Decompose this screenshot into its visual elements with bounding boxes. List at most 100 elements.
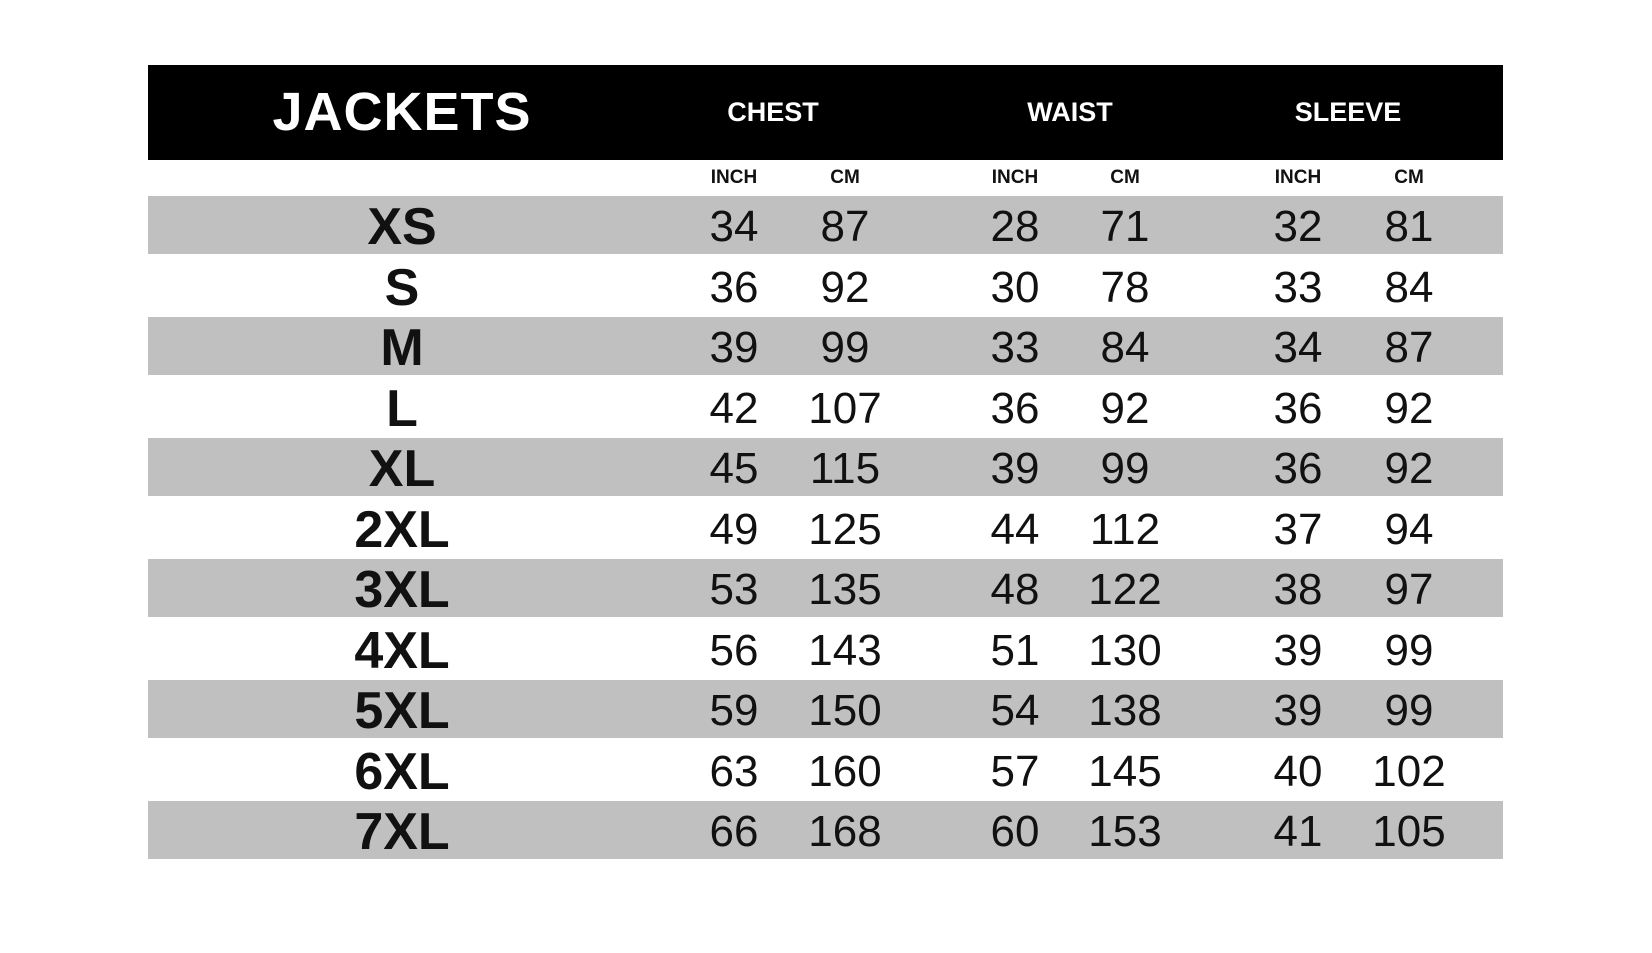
measurement-cell: 49 [709, 504, 759, 554]
measurement-cell: 39 [709, 323, 759, 372]
size-label: 3XL [354, 561, 450, 619]
group-header-waist: WAIST [1027, 97, 1113, 127]
measurement-cell: 36 [709, 262, 759, 312]
table-row: 2XL 49 125 44 112 37 94 [148, 499, 1503, 560]
size-label: 4XL [354, 621, 450, 680]
size-label: S [384, 258, 420, 317]
measurement-cell: 112 [1089, 504, 1161, 554]
measurement-cell: 59 [709, 686, 759, 735]
measurement-cell: 32 [1273, 202, 1323, 251]
size-label: 5XL [354, 682, 450, 740]
measurement-cell: 36 [1273, 383, 1323, 433]
measurement-cell: 94 [1384, 504, 1434, 554]
measurement-cell: 28 [990, 202, 1040, 251]
measurement-cell: 130 [1088, 625, 1162, 675]
measurement-cell: 92 [820, 262, 870, 312]
table-body: XS 34 87 28 71 32 81 S 36 92 30 78 33 84 M 39 99 33 84 34 87… [148, 196, 1503, 861]
measurement-cell: 99 [1384, 686, 1434, 735]
measurement-cell: 97 [1384, 565, 1434, 614]
measurement-cell: 60 [990, 807, 1040, 856]
measurement-cell: 138 [1088, 686, 1162, 735]
measurement-cell: 40 [1273, 746, 1323, 796]
size-label: M [380, 319, 424, 377]
measurement-cell: 87 [1384, 323, 1434, 372]
measurement-cell: 54 [990, 686, 1040, 735]
measurement-cell: 122 [1088, 565, 1162, 614]
measurement-cell: 33 [1273, 262, 1323, 312]
measurement-cell: 87 [820, 202, 870, 251]
measurement-cell: 78 [1100, 262, 1150, 312]
measurement-cell: 34 [709, 202, 759, 251]
measurement-cell: 39 [1273, 686, 1323, 735]
table-row: 4XL 56 143 51 130 39 99 [148, 620, 1503, 681]
unit-header: INCH [710, 167, 758, 188]
table-header: JACKETS CHEST WAIST SLEEVE [148, 65, 1503, 160]
unit-header-row: INCH CM INCH CM INCH CM [148, 160, 1503, 196]
measurement-cell: 36 [1273, 444, 1323, 493]
table-row: 7XL 66 168 60 153 41 105 [148, 801, 1503, 861]
unit-header: CM [830, 167, 860, 188]
measurement-cell: 36 [990, 383, 1040, 433]
size-label: L [386, 379, 418, 438]
measurement-cell: 81 [1384, 202, 1434, 251]
measurement-cell: 42 [709, 383, 759, 433]
measurement-cell: 84 [1384, 262, 1434, 312]
group-header-sleeve: SLEEVE [1294, 97, 1402, 127]
measurement-cell: 99 [820, 323, 870, 372]
measurement-cell: 168 [808, 807, 882, 856]
table-row: S 36 92 30 78 33 84 [148, 257, 1503, 318]
table-row: M 39 99 33 84 34 87 [148, 317, 1503, 377]
measurement-cell: 102 [1372, 746, 1446, 796]
measurement-cell: 160 [808, 746, 882, 796]
measurement-cell: 150 [808, 686, 882, 735]
size-label: XS [367, 198, 437, 256]
measurement-cell: 145 [1088, 746, 1162, 796]
measurement-cell: 92 [1100, 383, 1150, 433]
unit-header: CM [1394, 167, 1424, 188]
measurement-cell: 107 [808, 383, 882, 433]
measurement-cell: 48 [990, 565, 1040, 614]
measurement-cell: 105 [1372, 807, 1446, 856]
measurement-cell: 30 [990, 262, 1040, 312]
measurement-cell: 39 [1273, 625, 1323, 675]
measurement-cell: 84 [1100, 323, 1150, 372]
measurement-cell: 39 [990, 444, 1040, 493]
measurement-cell: 63 [709, 746, 759, 796]
measurement-cell: 92 [1384, 383, 1434, 433]
measurement-cell: 51 [990, 625, 1040, 675]
unit-header: INCH [1274, 167, 1322, 188]
group-header-chest: CHEST [727, 97, 819, 127]
measurement-cell: 115 [809, 444, 881, 493]
measurement-cell: 153 [1088, 807, 1162, 856]
measurement-cell: 53 [709, 565, 759, 614]
measurement-cell: 125 [808, 504, 882, 554]
measurement-cell: 56 [709, 625, 759, 675]
measurement-cell: 57 [990, 746, 1040, 796]
measurement-cell: 38 [1273, 565, 1323, 614]
measurement-cell: 99 [1100, 444, 1150, 493]
table-row: 6XL 63 160 57 145 40 102 [148, 741, 1503, 802]
measurement-cell: 66 [709, 807, 759, 856]
measurement-cell: 41 [1273, 807, 1323, 856]
measurement-cell: 71 [1100, 202, 1150, 251]
unit-header: INCH [991, 167, 1039, 188]
table-title: JACKETS [272, 82, 532, 142]
measurement-cell: 143 [808, 625, 882, 675]
size-label: XL [368, 440, 436, 498]
measurement-cell: 99 [1384, 625, 1434, 675]
table-row: XL 45 115 39 99 36 92 [148, 438, 1503, 498]
size-chart-table: JACKETS CHEST WAIST SLEEVE INCH CM INCH CM I… [148, 65, 1503, 862]
table-row: 5XL 59 150 54 138 39 99 [148, 680, 1503, 740]
table-row: 3XL 53 135 48 122 38 97 [148, 559, 1503, 619]
measurement-cell: 34 [1273, 323, 1323, 372]
table-row: XS 34 87 28 71 32 81 [148, 196, 1503, 256]
size-label: 6XL [354, 742, 450, 801]
table-row: L 42 107 36 92 36 92 [148, 378, 1503, 439]
measurement-cell: 45 [709, 444, 759, 493]
measurement-cell: 33 [990, 323, 1040, 372]
unit-header: CM [1110, 167, 1140, 188]
measurement-cell: 37 [1273, 504, 1323, 554]
measurement-cell: 92 [1384, 444, 1434, 493]
measurement-cell: 135 [808, 565, 882, 614]
measurement-cell: 44 [990, 504, 1040, 554]
